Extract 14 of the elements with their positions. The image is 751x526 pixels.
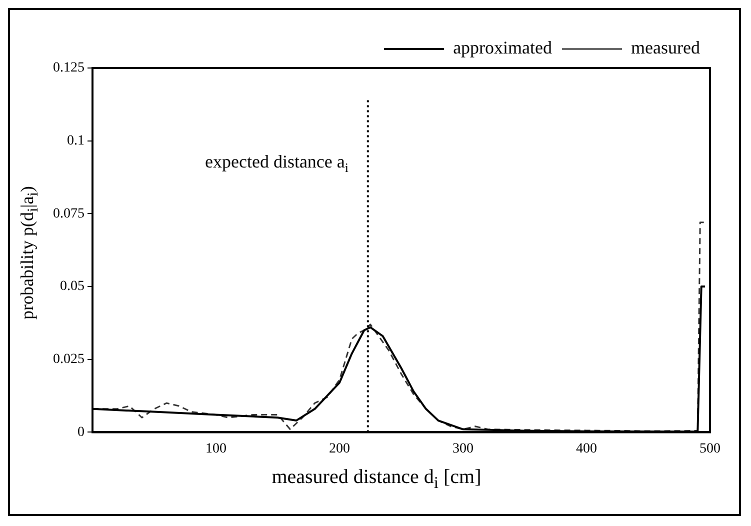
x-axis-title: measured distance d$_{i}$ [cm] — [270, 466, 482, 493]
legend-label: measured — [631, 38, 700, 58]
y-tick-label: 0.025 — [53, 352, 84, 368]
x-tick-label: 100 — [206, 441, 226, 456]
y-tick-label: 0.1 — [67, 134, 84, 149]
y-tick-label: 0.05 — [60, 279, 84, 294]
y-tick-label: 0.075 — [53, 206, 84, 222]
x-tick-label: 400 — [576, 441, 597, 456]
x-tick-label: 300 — [452, 441, 474, 456]
y-tick-label: 0 — [78, 424, 84, 440]
y-tick-label: 0.125 — [53, 60, 84, 76]
legend-label: approximated — [453, 38, 552, 58]
x-tick-label: 200 — [329, 441, 350, 456]
x-tick-label: 500 — [700, 441, 720, 456]
